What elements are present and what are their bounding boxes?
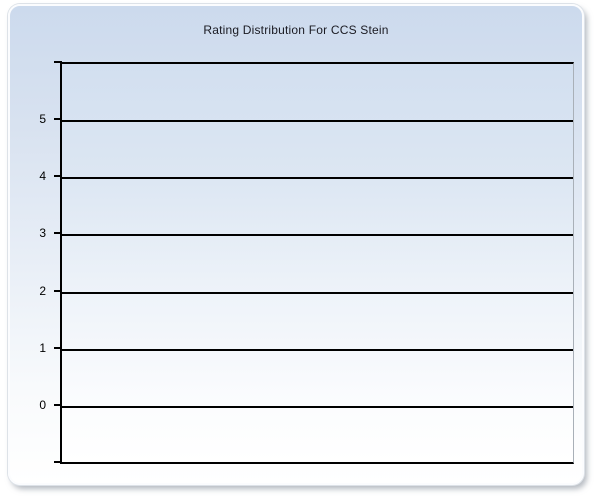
y-axis-label-2: 2 (39, 283, 46, 298)
chart-title: Rating Distribution For CCS Stein (203, 23, 389, 37)
y-axis-tick (54, 289, 62, 292)
y-axis-tick (54, 175, 62, 178)
gridline-y-2 (62, 291, 573, 294)
y-axis-label-3: 3 (39, 226, 46, 241)
y-axis-tick (54, 461, 62, 463)
y-axis-tick (54, 346, 62, 349)
chart-panel: Rating Distribution For CCS Stein 5 4 3 2 1 0 (8, 4, 584, 485)
gridline-y-5 (62, 120, 573, 123)
gridline-y-3 (62, 234, 573, 237)
y-axis-label-0: 0 (39, 397, 46, 412)
y-axis-label-5: 5 (39, 112, 46, 127)
y-axis-tick (54, 61, 62, 63)
y-axis-tick (54, 403, 62, 406)
y-axis-label-4: 4 (39, 169, 46, 184)
y-axis-label-1: 1 (39, 340, 46, 355)
plot-area (60, 62, 574, 464)
gridline-y-4 (62, 177, 573, 180)
y-axis-tick (54, 118, 62, 121)
y-axis-tick (54, 232, 62, 235)
gridline-y-1 (62, 348, 573, 351)
gridline-y-0 (62, 405, 573, 408)
